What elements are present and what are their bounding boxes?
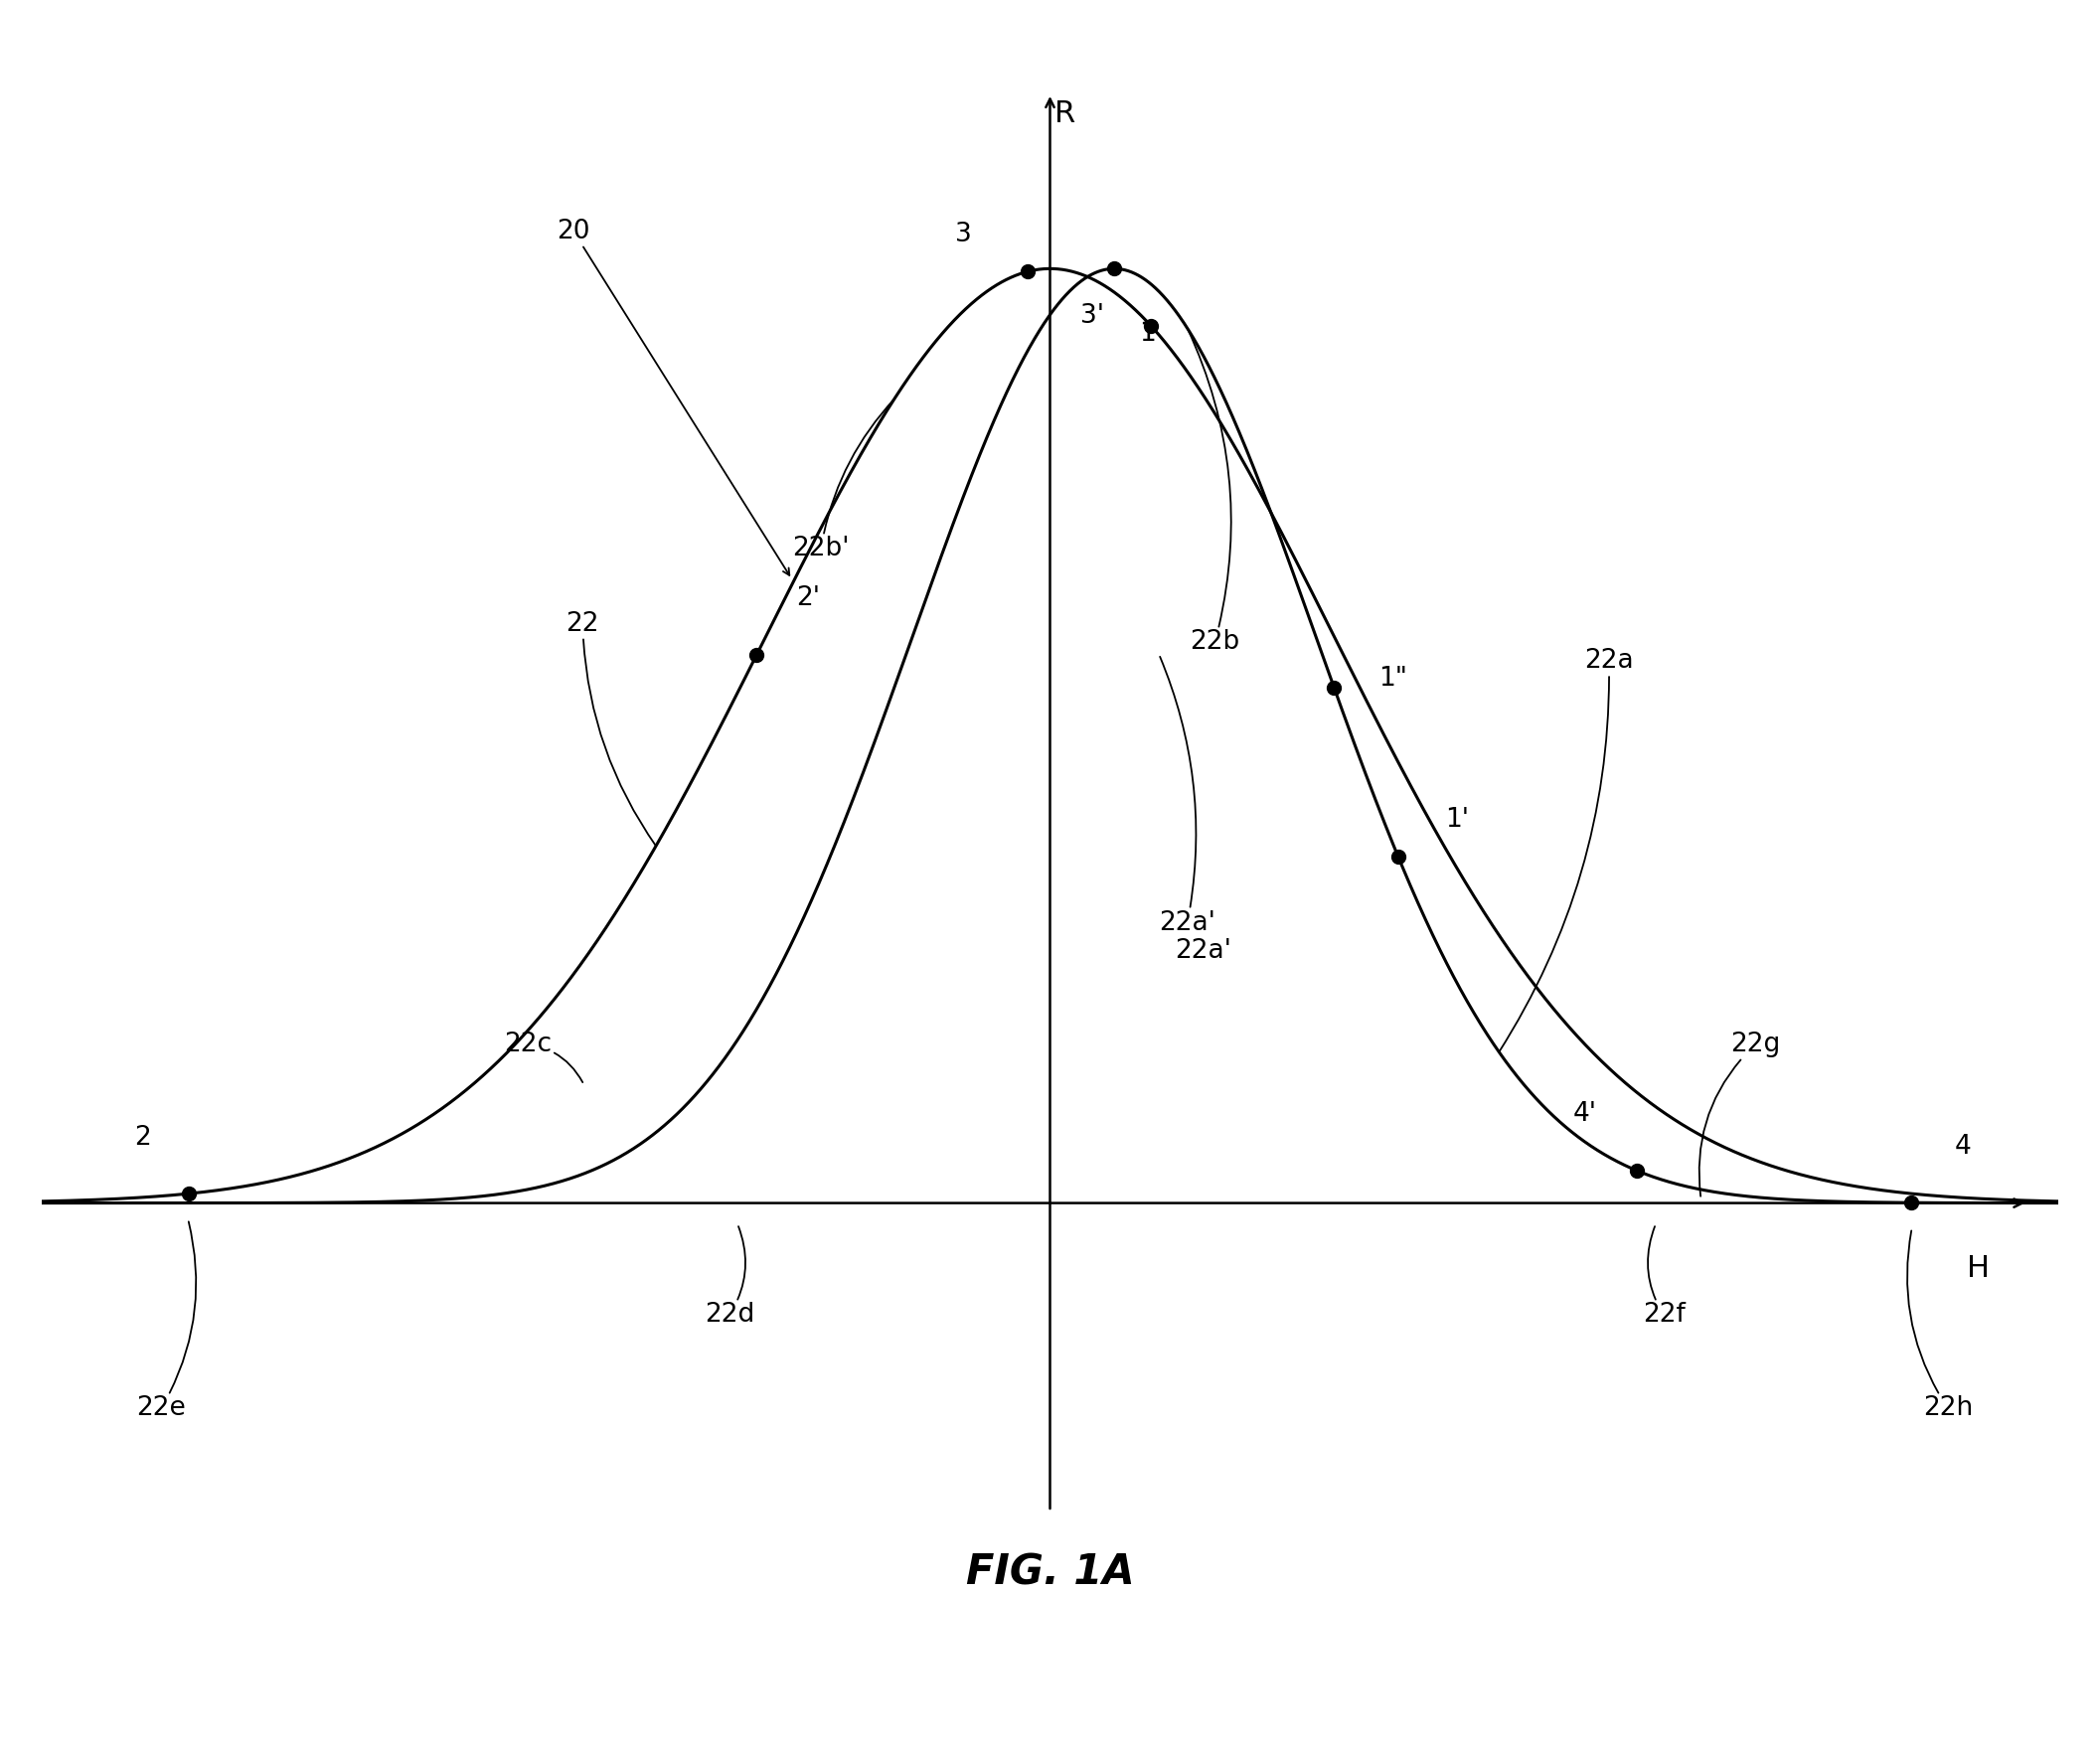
Text: 2: 2: [134, 1125, 151, 1151]
Point: [739, 641, 773, 669]
Point: [1894, 1188, 1928, 1216]
Text: 22d: 22d: [704, 1226, 754, 1328]
Text: 22b: 22b: [1186, 328, 1239, 655]
Text: 1: 1: [1138, 321, 1155, 347]
Text: 22a: 22a: [1499, 648, 1634, 1051]
Point: [1619, 1156, 1653, 1184]
Text: 22b': 22b': [792, 399, 895, 562]
Point: [1012, 258, 1046, 286]
Text: 3: 3: [956, 221, 972, 247]
Text: 22g: 22g: [1699, 1032, 1781, 1197]
Text: 22: 22: [567, 611, 655, 846]
Point: [172, 1179, 206, 1207]
Text: 3': 3': [1079, 303, 1105, 329]
Text: 22h: 22h: [1907, 1230, 1974, 1421]
Text: FIG. 1A: FIG. 1A: [966, 1552, 1134, 1594]
Text: 4': 4': [1573, 1102, 1598, 1127]
Text: R: R: [1054, 100, 1075, 128]
Text: 4: 4: [1955, 1134, 1972, 1160]
Text: 20: 20: [557, 219, 790, 575]
Point: [1098, 254, 1132, 282]
Text: 22f: 22f: [1642, 1226, 1686, 1328]
Text: 2': 2': [796, 585, 819, 611]
Text: 22e: 22e: [136, 1221, 195, 1421]
Text: 22a': 22a': [1174, 937, 1231, 964]
Point: [1382, 843, 1415, 871]
Text: 22a': 22a': [1159, 657, 1216, 936]
Point: [1134, 312, 1168, 340]
Text: 1": 1": [1378, 666, 1407, 692]
Text: 1': 1': [1445, 806, 1468, 832]
Text: H: H: [1968, 1254, 1991, 1282]
Point: [1317, 675, 1350, 703]
Text: 22c: 22c: [504, 1032, 582, 1083]
